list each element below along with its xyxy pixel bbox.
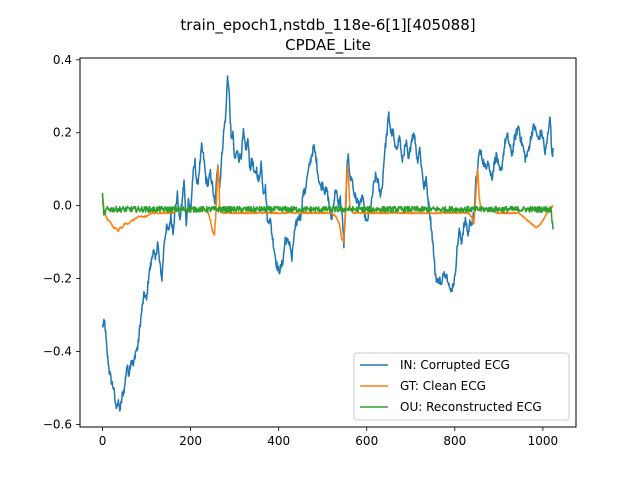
x-tick-label: 600 — [355, 434, 378, 448]
x-tick-label: 200 — [179, 434, 202, 448]
legend: IN: Corrupted ECG GT: Clean ECG OU: Recons… — [353, 352, 570, 421]
y-tick-label: −0.2 — [43, 272, 72, 286]
y-tick-label: 0.4 — [53, 53, 72, 67]
legend-box — [353, 352, 570, 421]
y-axis-ticks: −0.6 −0.4 −0.2 0.0 0.2 0.4 — [43, 53, 80, 431]
y-tick-label: −0.4 — [43, 345, 72, 359]
chart-title-line1: train_epoch1,nstdb_118e-6[1][405088] — [180, 16, 475, 35]
chart-title-line2: CPDAE_Lite — [285, 36, 371, 55]
series-line-1 — [101, 75, 554, 412]
legend-label-3: OU: Reconstructed ECG — [400, 400, 542, 414]
y-tick-label: 0.2 — [53, 126, 72, 140]
x-tick-label: 400 — [267, 434, 290, 448]
y-tick-label: 0.0 — [53, 199, 72, 213]
y-tick-label: −0.6 — [43, 417, 72, 431]
x-tick-label: 0 — [99, 434, 107, 448]
legend-label-1: IN: Corrupted ECG — [400, 358, 510, 372]
series-line-3 — [101, 192, 554, 230]
plot-lines — [101, 75, 554, 412]
legend-label-2: GT: Clean ECG — [400, 379, 486, 393]
x-tick-label: 1000 — [528, 434, 559, 448]
plot-frame — [79, 57, 577, 428]
x-axis-ticks: 0 200 400 600 800 1000 — [99, 427, 558, 448]
x-tick-label: 800 — [443, 434, 466, 448]
